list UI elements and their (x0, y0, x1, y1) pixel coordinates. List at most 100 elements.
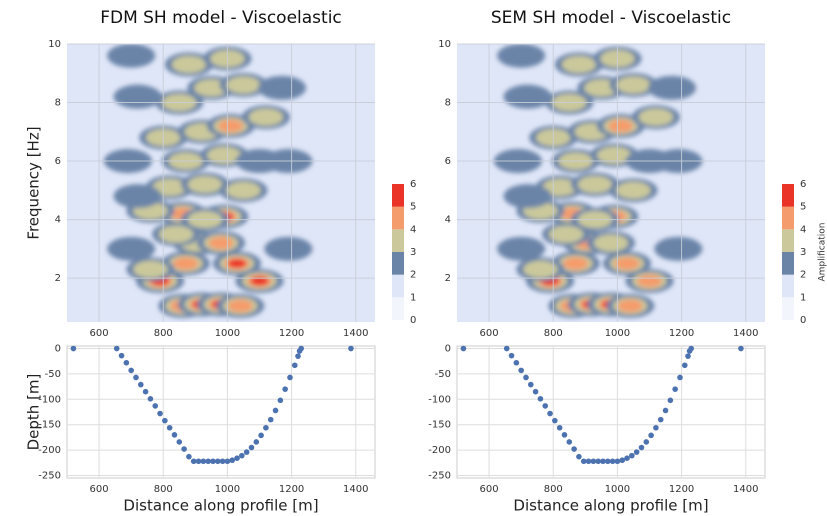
point (214, 458, 221, 465)
amplification-peak (647, 75, 696, 100)
amplification-peak (219, 72, 268, 97)
colorbar-tick-label: 2 (800, 270, 806, 281)
heatmap-blur (493, 44, 703, 318)
y-tick-label: 10 (48, 39, 61, 50)
point (527, 381, 534, 388)
point (556, 424, 563, 431)
point (267, 416, 274, 423)
x-tick-label: 600 (90, 328, 109, 339)
amplification-peak (241, 105, 290, 130)
amplification-peak (180, 172, 229, 197)
point (561, 432, 568, 438)
colorbar-tick-label: 6 (410, 179, 416, 190)
peak-level (503, 84, 552, 109)
point (118, 352, 125, 359)
peak-level (596, 146, 632, 164)
y-tick-label: -50 (435, 369, 451, 380)
colorbar-tick-label: 5 (800, 202, 806, 213)
x-tick-label: 1200 (279, 484, 304, 495)
peak-level (226, 76, 261, 94)
x-tick-label: 1200 (279, 328, 304, 339)
colorbar-tick-label: 4 (800, 224, 806, 235)
x-tick-label: 1200 (669, 328, 694, 339)
point (595, 458, 601, 465)
x-tick-label: 600 (480, 328, 499, 339)
amplification-peak (587, 230, 635, 255)
y-axis-label: Frequency [Hz] (25, 126, 43, 239)
point (518, 367, 524, 374)
y-tick-label: 2 (445, 273, 451, 284)
amplification-peak (603, 251, 652, 276)
point (205, 458, 211, 465)
point (171, 432, 178, 438)
amplification-peak (213, 251, 262, 276)
colorbar-bin (782, 297, 794, 320)
y-tick-label: -100 (38, 394, 61, 405)
x-tick-label: 1000 (215, 484, 240, 495)
colorbar-label: Amplification (818, 222, 827, 281)
point (552, 417, 558, 424)
y-axis-label: Depth [m] (25, 374, 43, 451)
plot-background (456, 345, 766, 479)
amplification-peak (654, 236, 703, 261)
x-tick-label: 800 (154, 328, 173, 339)
colorbar-bin (782, 184, 794, 207)
colorbar-tick-label: 1 (800, 292, 806, 303)
y-tick-label: -200 (428, 445, 451, 456)
amplification-peak (219, 178, 268, 203)
point (643, 439, 650, 445)
peak-level (208, 236, 234, 250)
point (272, 407, 279, 414)
point (460, 345, 467, 352)
colorbar-bin (782, 274, 794, 298)
peak-level (113, 84, 162, 109)
amplification-peak (152, 222, 201, 247)
amplification-peak (497, 236, 546, 261)
peak-level (226, 181, 261, 199)
peak-level (616, 181, 651, 199)
peak-level (561, 55, 597, 74)
point (166, 424, 173, 431)
point (667, 397, 674, 404)
point (604, 458, 611, 465)
amplification-peak (554, 52, 603, 77)
x-tick-label: 800 (154, 484, 173, 495)
point (219, 458, 226, 465)
point (738, 345, 744, 352)
peak-level (248, 108, 284, 126)
amplification-peak (625, 269, 674, 294)
point (571, 446, 577, 452)
peak-level (608, 119, 634, 133)
peak-level (152, 178, 187, 197)
y-tick-label: 10 (438, 39, 451, 50)
peak-level (638, 108, 674, 126)
peak-level (107, 236, 156, 261)
peak-level (637, 274, 662, 288)
point (287, 374, 293, 381)
point (532, 388, 539, 395)
amplification-peak (570, 172, 619, 197)
point (576, 453, 582, 460)
point (123, 359, 130, 366)
peak-level (264, 236, 313, 261)
colorbar-bin (782, 229, 794, 252)
y-tick-label: 8 (445, 98, 451, 109)
point (590, 458, 597, 465)
point (513, 359, 520, 366)
x-tick-label: 1200 (669, 484, 694, 495)
point (614, 458, 621, 465)
point (503, 345, 510, 352)
amplification-peak (264, 236, 313, 261)
point (253, 439, 260, 445)
colorbar-tick-label: 1 (410, 292, 416, 303)
point (298, 345, 305, 352)
point (653, 424, 659, 431)
peak-level (497, 236, 546, 261)
peak-level (593, 234, 629, 252)
x-tick-label: 800 (544, 484, 563, 495)
peak-level (503, 184, 552, 209)
point (580, 458, 587, 465)
peak-level (187, 175, 223, 194)
amplification-peak (631, 105, 680, 130)
